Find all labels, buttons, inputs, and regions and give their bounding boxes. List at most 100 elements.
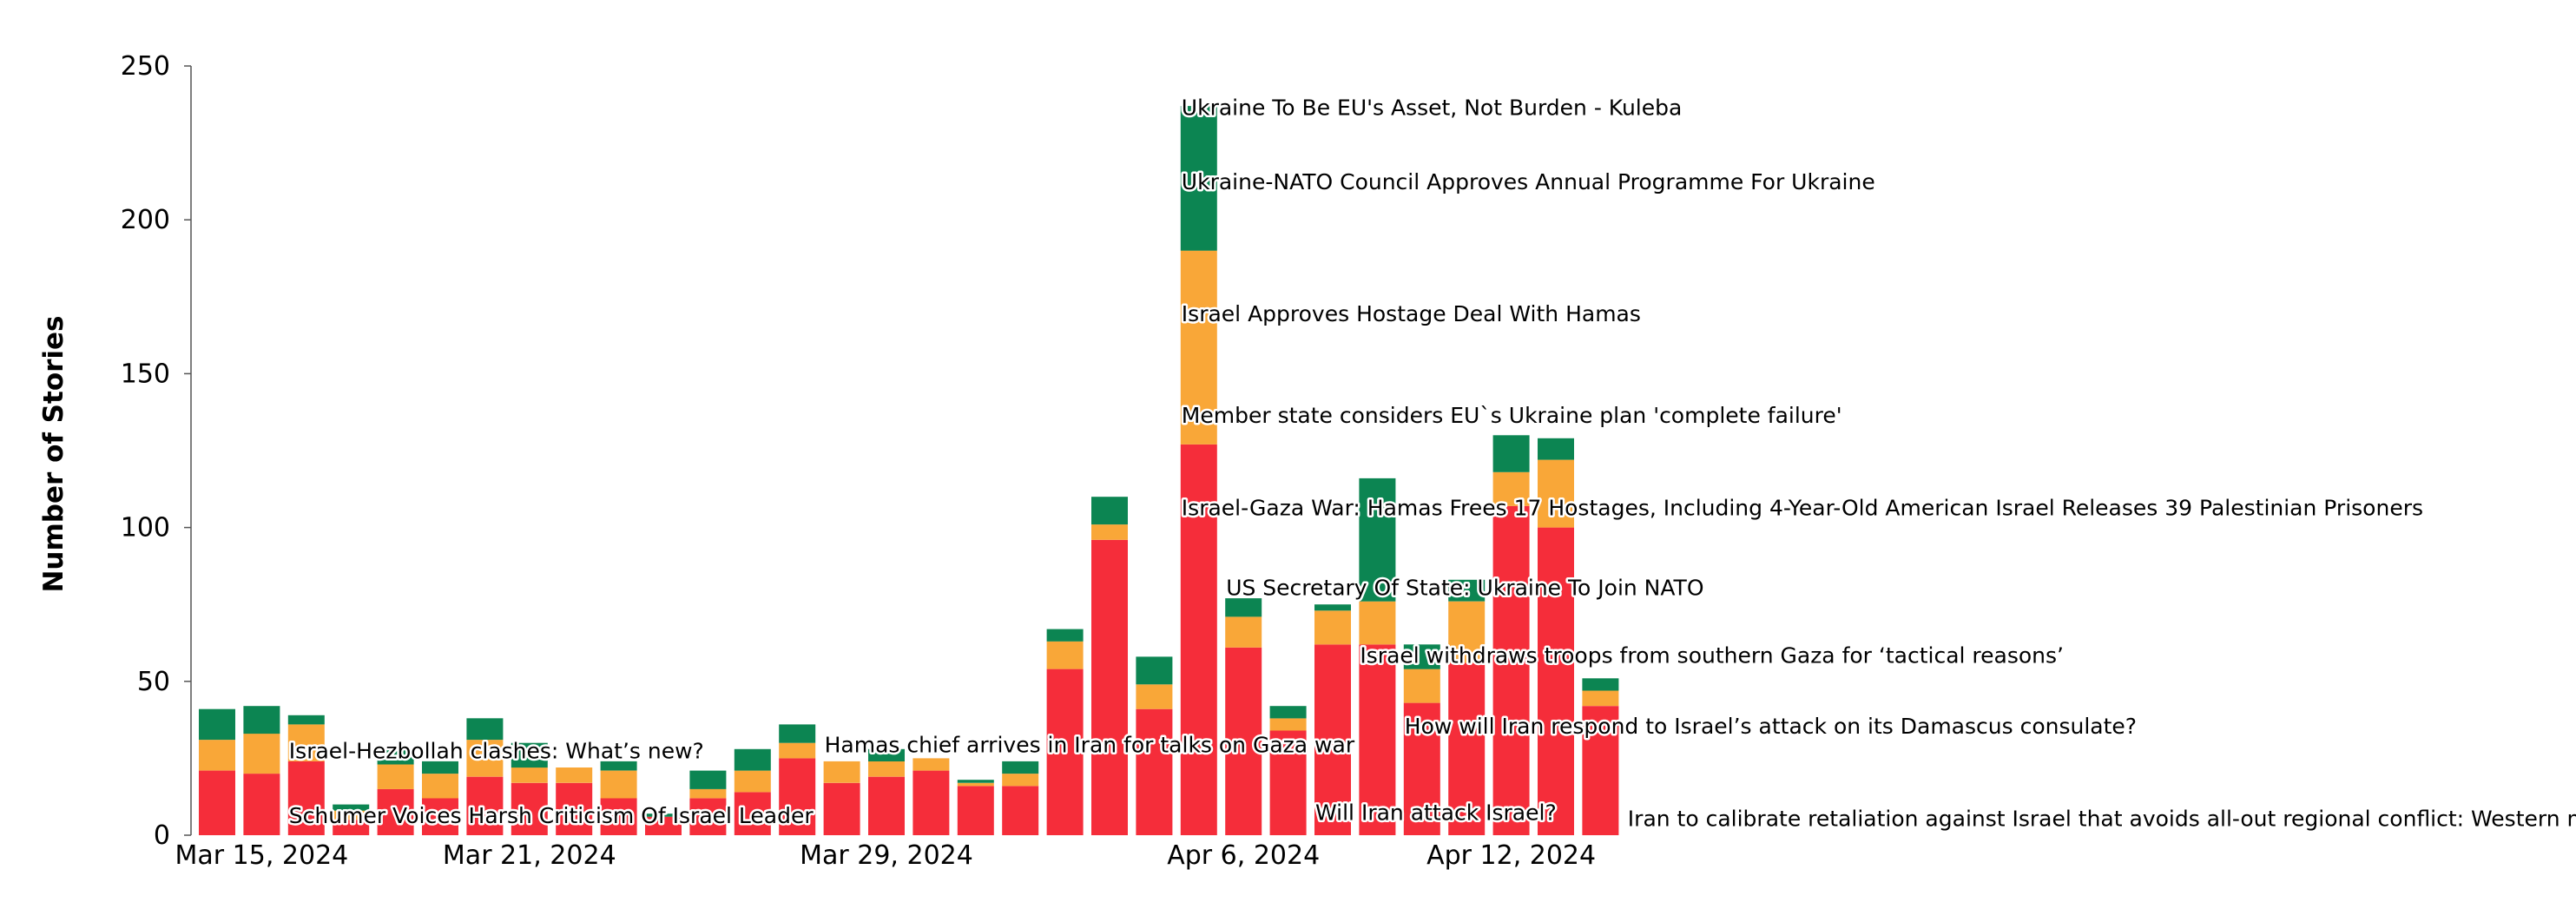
headline-annotation: Israel-Gaza War: Hamas Frees 17 Hostages… — [1182, 495, 2423, 520]
bar-segment — [1314, 610, 1351, 645]
bar-segment — [1403, 644, 1440, 669]
bar-segment — [1136, 656, 1173, 685]
x-tick-label: Mar 29, 2024 — [800, 840, 973, 871]
bar-segment — [1046, 641, 1084, 669]
bar-segment — [1046, 669, 1084, 835]
bar-segment — [243, 774, 280, 835]
bar-segment — [734, 770, 771, 793]
bar-segment — [1538, 527, 1574, 835]
bar-segment — [734, 792, 771, 835]
bar-segment — [823, 782, 860, 835]
bar-segment — [556, 767, 593, 783]
bar-segment — [868, 776, 905, 835]
bar-segment — [1359, 478, 1396, 602]
headline-annotation: Will Iran attack Israel? — [1315, 800, 1557, 825]
bar-segment — [287, 724, 325, 761]
bar-segment — [1225, 598, 1262, 617]
bar-segment — [1269, 706, 1307, 719]
bar-segment — [1136, 684, 1173, 709]
bar-segment — [1314, 604, 1351, 611]
y-tick-label: 200 — [121, 205, 170, 235]
bar-segment — [1538, 459, 1574, 528]
bar-segment — [377, 788, 414, 835]
bar-segment — [957, 786, 994, 835]
bar-segment — [422, 798, 458, 835]
bar-segment — [243, 734, 280, 774]
bar-segment — [1180, 444, 1217, 835]
bar-segment — [466, 718, 504, 741]
bar-segment — [868, 748, 905, 761]
headline-annotation: Israel withdraws troops from southern Ga… — [1360, 643, 2064, 669]
bar-segment — [377, 748, 414, 765]
bar-segment — [556, 782, 593, 835]
bar-segment — [1180, 250, 1217, 445]
bar-segment — [1046, 629, 1084, 642]
bar-segment — [1492, 505, 1530, 835]
y-tick-label: 0 — [154, 820, 170, 851]
bar-segment — [422, 774, 458, 799]
bar-segment — [1091, 524, 1128, 540]
bar-segment — [912, 758, 950, 771]
bar-segment — [645, 813, 682, 817]
bar-segment — [600, 761, 637, 771]
annotations-layer: Ukraine To Be EU's Asset, Not Burden - K… — [287, 93, 2576, 833]
headline-annotation: Israel Approves Hostage Deal With Hamas — [1182, 301, 1641, 326]
bar-segment — [1180, 106, 1217, 251]
bar-segment — [1002, 761, 1039, 774]
bar-segment — [1448, 662, 1486, 835]
headline-annotation: Hamas chief arrives in Iran for talks on… — [825, 732, 1355, 757]
bars-layer — [199, 106, 1619, 835]
bar-segment — [243, 706, 280, 734]
bar-segment — [1448, 579, 1486, 602]
bar-segment — [1002, 786, 1039, 835]
bar-segment — [689, 798, 727, 835]
bar-segment — [912, 770, 950, 835]
bar-segment — [779, 742, 816, 759]
x-tick-label: Apr 12, 2024 — [1426, 840, 1596, 871]
bar-segment — [466, 776, 504, 835]
x-axis: Mar 15, 2024 Mar 21, 2024 Mar 29, 2024 Apr … — [175, 840, 1597, 871]
y-axis-label: Number of Stories — [38, 315, 69, 592]
y-axis: 0 50 100 150 200 250 — [121, 51, 192, 851]
bar-segment — [1582, 678, 1619, 691]
bar-segment — [1359, 644, 1396, 835]
x-tick-label: Mar 15, 2024 — [175, 840, 349, 871]
bar-segment — [957, 780, 994, 783]
bar-segment — [645, 816, 682, 835]
bar-segment — [1225, 647, 1262, 835]
bar-segment — [1582, 690, 1619, 707]
bar-segment — [199, 740, 235, 771]
bar-segment — [1314, 644, 1351, 835]
bar-segment — [1538, 438, 1574, 460]
bar-segment — [689, 770, 727, 789]
bar-segment — [199, 770, 235, 835]
bar-segment — [823, 761, 860, 783]
bar-segment — [511, 782, 548, 835]
bar-segment — [1448, 601, 1486, 663]
bar-segment — [1403, 669, 1440, 703]
y-tick-label: 100 — [121, 513, 170, 543]
bar-segment — [779, 758, 816, 835]
headline-annotation: Ukraine-NATO Council Approves Annual Pro… — [1182, 169, 1875, 194]
bar-segment — [287, 761, 325, 835]
bar-segment — [511, 742, 548, 768]
bar-segment — [779, 724, 816, 743]
bar-segment — [1492, 435, 1530, 472]
headline-annotation: Israel-Hezbollah clashes: What’s new? — [289, 738, 704, 763]
x-tick-label: Apr 6, 2024 — [1167, 840, 1320, 871]
bar-segment — [422, 761, 458, 774]
bar-segment — [1492, 471, 1530, 506]
y-tick-label: 150 — [121, 359, 170, 389]
bar-segment — [1091, 539, 1128, 835]
bar-segment — [1403, 702, 1440, 835]
bar-segment — [1002, 774, 1039, 787]
headline-annotation: How will Iran respond to Israel’s attack… — [1405, 714, 2137, 739]
y-tick-label: 50 — [137, 667, 170, 697]
x-tick-label: Mar 21, 2024 — [443, 840, 616, 871]
headline-annotation: US Secretary Of State: Ukraine To Join N… — [1226, 576, 1703, 601]
bar-segment — [377, 764, 414, 789]
bar-segment — [466, 740, 504, 777]
bar-segment — [957, 782, 994, 787]
headline-annotation: Member state considers EU`s Ukraine plan… — [1182, 403, 1842, 428]
